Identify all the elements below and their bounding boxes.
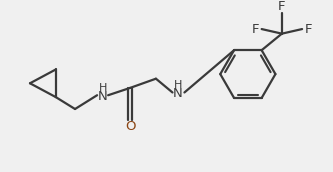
Text: F: F xyxy=(305,23,312,36)
Text: N: N xyxy=(173,87,183,100)
Text: F: F xyxy=(278,1,286,13)
Text: O: O xyxy=(125,120,136,133)
Text: F: F xyxy=(251,23,259,36)
Text: H: H xyxy=(174,80,182,90)
Text: N: N xyxy=(98,90,108,103)
Text: H: H xyxy=(99,83,107,93)
